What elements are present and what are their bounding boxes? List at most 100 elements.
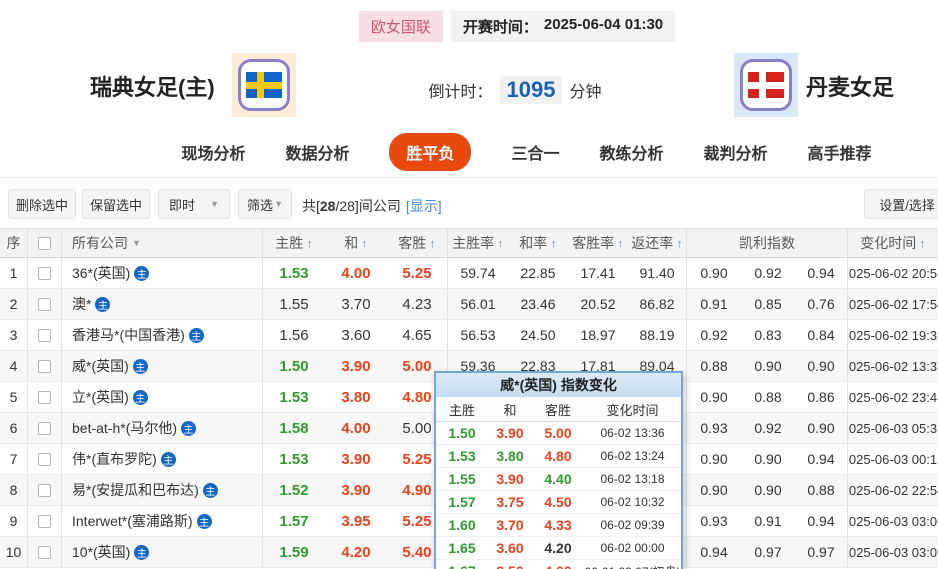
kelly-draw: 0.92 <box>754 265 782 281</box>
tab-7[interactable]: 高手推荐 <box>807 146 872 163</box>
countdown-label: 倒计时： <box>428 84 493 101</box>
home-win-odds[interactable]: 1.52 <box>279 481 309 499</box>
home-win-odds[interactable]: 1.50 <box>279 357 309 375</box>
live-odds-dropdown[interactable]: 即时 ▼ <box>158 189 230 219</box>
away-win-odds[interactable]: 4.23 <box>387 289 448 319</box>
return-rate <box>628 382 687 412</box>
company-name[interactable]: 易*(安提瓜和巴布达) <box>72 482 199 498</box>
return-rate: 91.40 <box>628 258 687 288</box>
settings-select-button[interactable]: 设置/选择 <box>864 189 938 219</box>
select-all-checkbox[interactable] <box>38 236 51 250</box>
draw-odds[interactable]: 3.90 <box>341 357 371 375</box>
company-name[interactable]: 36*(英国) <box>72 265 131 281</box>
col-company[interactable]: 所有公司 ▼ <box>62 229 263 257</box>
draw-odds[interactable]: 3.80 <box>341 388 371 406</box>
change-time: 2025-06-03 05:31 <box>848 420 938 436</box>
tab-3[interactable]: 胜平负 <box>389 133 472 171</box>
tab-1[interactable]: 现场分析 <box>181 146 246 163</box>
primary-badge-icon: 主 <box>202 482 218 498</box>
row-checkbox[interactable] <box>38 483 51 497</box>
sort-up-icon: ↑ <box>306 235 313 251</box>
primary-badge-icon: 主 <box>134 544 150 560</box>
company-cell: 香港马*(中国香港) 主 <box>62 320 263 350</box>
keep-selected-button[interactable]: 保留选中 <box>82 189 150 219</box>
kelly-away: 0.88 <box>795 475 848 505</box>
col-away-rate-label: 客胜率 <box>572 235 615 251</box>
row-checkbox[interactable] <box>38 421 51 435</box>
row-checkbox[interactable] <box>38 514 51 528</box>
row-index: 1 <box>0 258 28 288</box>
company-name[interactable]: 威*(英国) <box>72 358 129 374</box>
row-checkbox[interactable] <box>38 297 51 311</box>
popup-change-time: 06-02 00:00 <box>600 541 665 555</box>
company-name[interactable]: Interwet*(塞浦路斯) <box>72 513 193 529</box>
company-count-prefix: 共[ <box>302 198 320 214</box>
company-name[interactable]: 伟*(直布罗陀) <box>72 451 157 467</box>
popup-row: 1.65 3.60 4.20 06-02 00:00 <box>436 537 681 560</box>
away-win-odds[interactable]: 5.00 <box>387 351 448 381</box>
draw-odds[interactable]: 4.00 <box>341 419 371 437</box>
col-home-win-label: 主胜 <box>275 235 304 251</box>
delete-selected-button[interactable]: 删除选中 <box>8 189 76 219</box>
col-return-rate[interactable]: 返还率 ↑ <box>628 229 687 257</box>
away-win-odds[interactable]: 4.65 <box>387 320 448 350</box>
company-name[interactable]: 澳* <box>72 296 92 312</box>
col-home-rate[interactable]: 主胜率 ↑ <box>448 229 508 257</box>
tab-6[interactable]: 裁判分析 <box>703 146 768 163</box>
draw-odds[interactable]: 4.00 <box>341 264 371 282</box>
checkbox-cell <box>28 413 62 443</box>
popup-draw-odds: 3.70 <box>496 517 524 533</box>
tab-bar: 现场分析 数据分析 胜平负 三合一 教练分析 裁判分析 高手推荐 <box>115 133 938 171</box>
popup-body: 1.50 3.90 5.00 06-02 13:36 1.53 3.80 4.80 06-02… <box>436 422 681 569</box>
away-team-name: 丹麦女足 <box>806 75 895 100</box>
home-win-odds[interactable]: 1.58 <box>279 419 309 437</box>
col-away-rate[interactable]: 客胜率 ↑ <box>568 229 628 257</box>
home-win-odds[interactable]: 1.57 <box>279 512 309 530</box>
primary-badge-icon: 主 <box>181 420 197 436</box>
row-checkbox[interactable] <box>38 390 51 404</box>
away-win-odds[interactable]: 5.25 <box>387 258 448 288</box>
tab-2[interactable]: 数据分析 <box>285 146 350 163</box>
row-checkbox[interactable] <box>38 545 51 559</box>
draw-odds[interactable]: 3.60 <box>341 326 371 344</box>
chevron-down-icon: ▼ <box>274 199 283 209</box>
draw-odds[interactable]: 3.90 <box>341 481 371 499</box>
tab-4[interactable]: 三合一 <box>511 146 560 163</box>
home-win-odds[interactable]: 1.55 <box>279 295 309 313</box>
col-change-time[interactable]: 变化时间 ↑ <box>848 229 938 257</box>
draw-odds[interactable]: 3.70 <box>341 295 371 313</box>
home-win-odds[interactable]: 1.53 <box>279 388 309 406</box>
kelly-home: 0.92 <box>700 327 728 343</box>
row-checkbox[interactable] <box>38 359 51 373</box>
col-draw-rate[interactable]: 和率 ↑ <box>508 229 568 257</box>
checkbox-cell <box>28 351 62 381</box>
home-win-odds[interactable]: 1.56 <box>279 326 309 344</box>
row-checkbox[interactable] <box>38 452 51 466</box>
row-index: 9 <box>0 506 28 536</box>
row-index: 7 <box>0 444 28 474</box>
tab-5[interactable]: 教练分析 <box>599 146 664 163</box>
live-odds-dropdown-label: 即时 <box>169 197 196 213</box>
show-link[interactable]: [显示] <box>405 198 442 214</box>
row-index: 10 <box>0 537 28 567</box>
company-name[interactable]: 香港马*(中国香港) <box>72 327 185 343</box>
col-away-win[interactable]: 客胜 ↑ <box>387 229 448 257</box>
filter-dropdown[interactable]: 筛选 ▼ <box>238 189 292 219</box>
col-home-win[interactable]: 主胜 ↑ <box>263 229 325 257</box>
draw-odds[interactable]: 3.90 <box>341 450 371 468</box>
row-checkbox[interactable] <box>38 266 51 280</box>
col-draw[interactable]: 和 ↑ <box>325 229 387 257</box>
draw-odds[interactable]: 3.95 <box>341 512 371 530</box>
home-win-odds[interactable]: 1.59 <box>279 543 309 561</box>
popup-draw-odds: 3.75 <box>496 494 524 510</box>
company-name[interactable]: 立*(英国) <box>72 389 129 405</box>
table-row: 2 澳* 主 1.55 3.70 4.23 56.01 23.46 20.52 86.82 0.91… <box>0 289 938 320</box>
company-name[interactable]: 10*(英国) <box>72 544 131 560</box>
home-win-odds[interactable]: 1.53 <box>279 450 309 468</box>
home-win-odds[interactable]: 1.53 <box>279 264 309 282</box>
row-checkbox[interactable] <box>38 328 51 342</box>
chevron-down-icon: ▼ <box>132 238 141 248</box>
company-name[interactable]: bet-at-h*(马尔他) <box>72 420 178 436</box>
draw-odds[interactable]: 4.20 <box>341 543 371 561</box>
